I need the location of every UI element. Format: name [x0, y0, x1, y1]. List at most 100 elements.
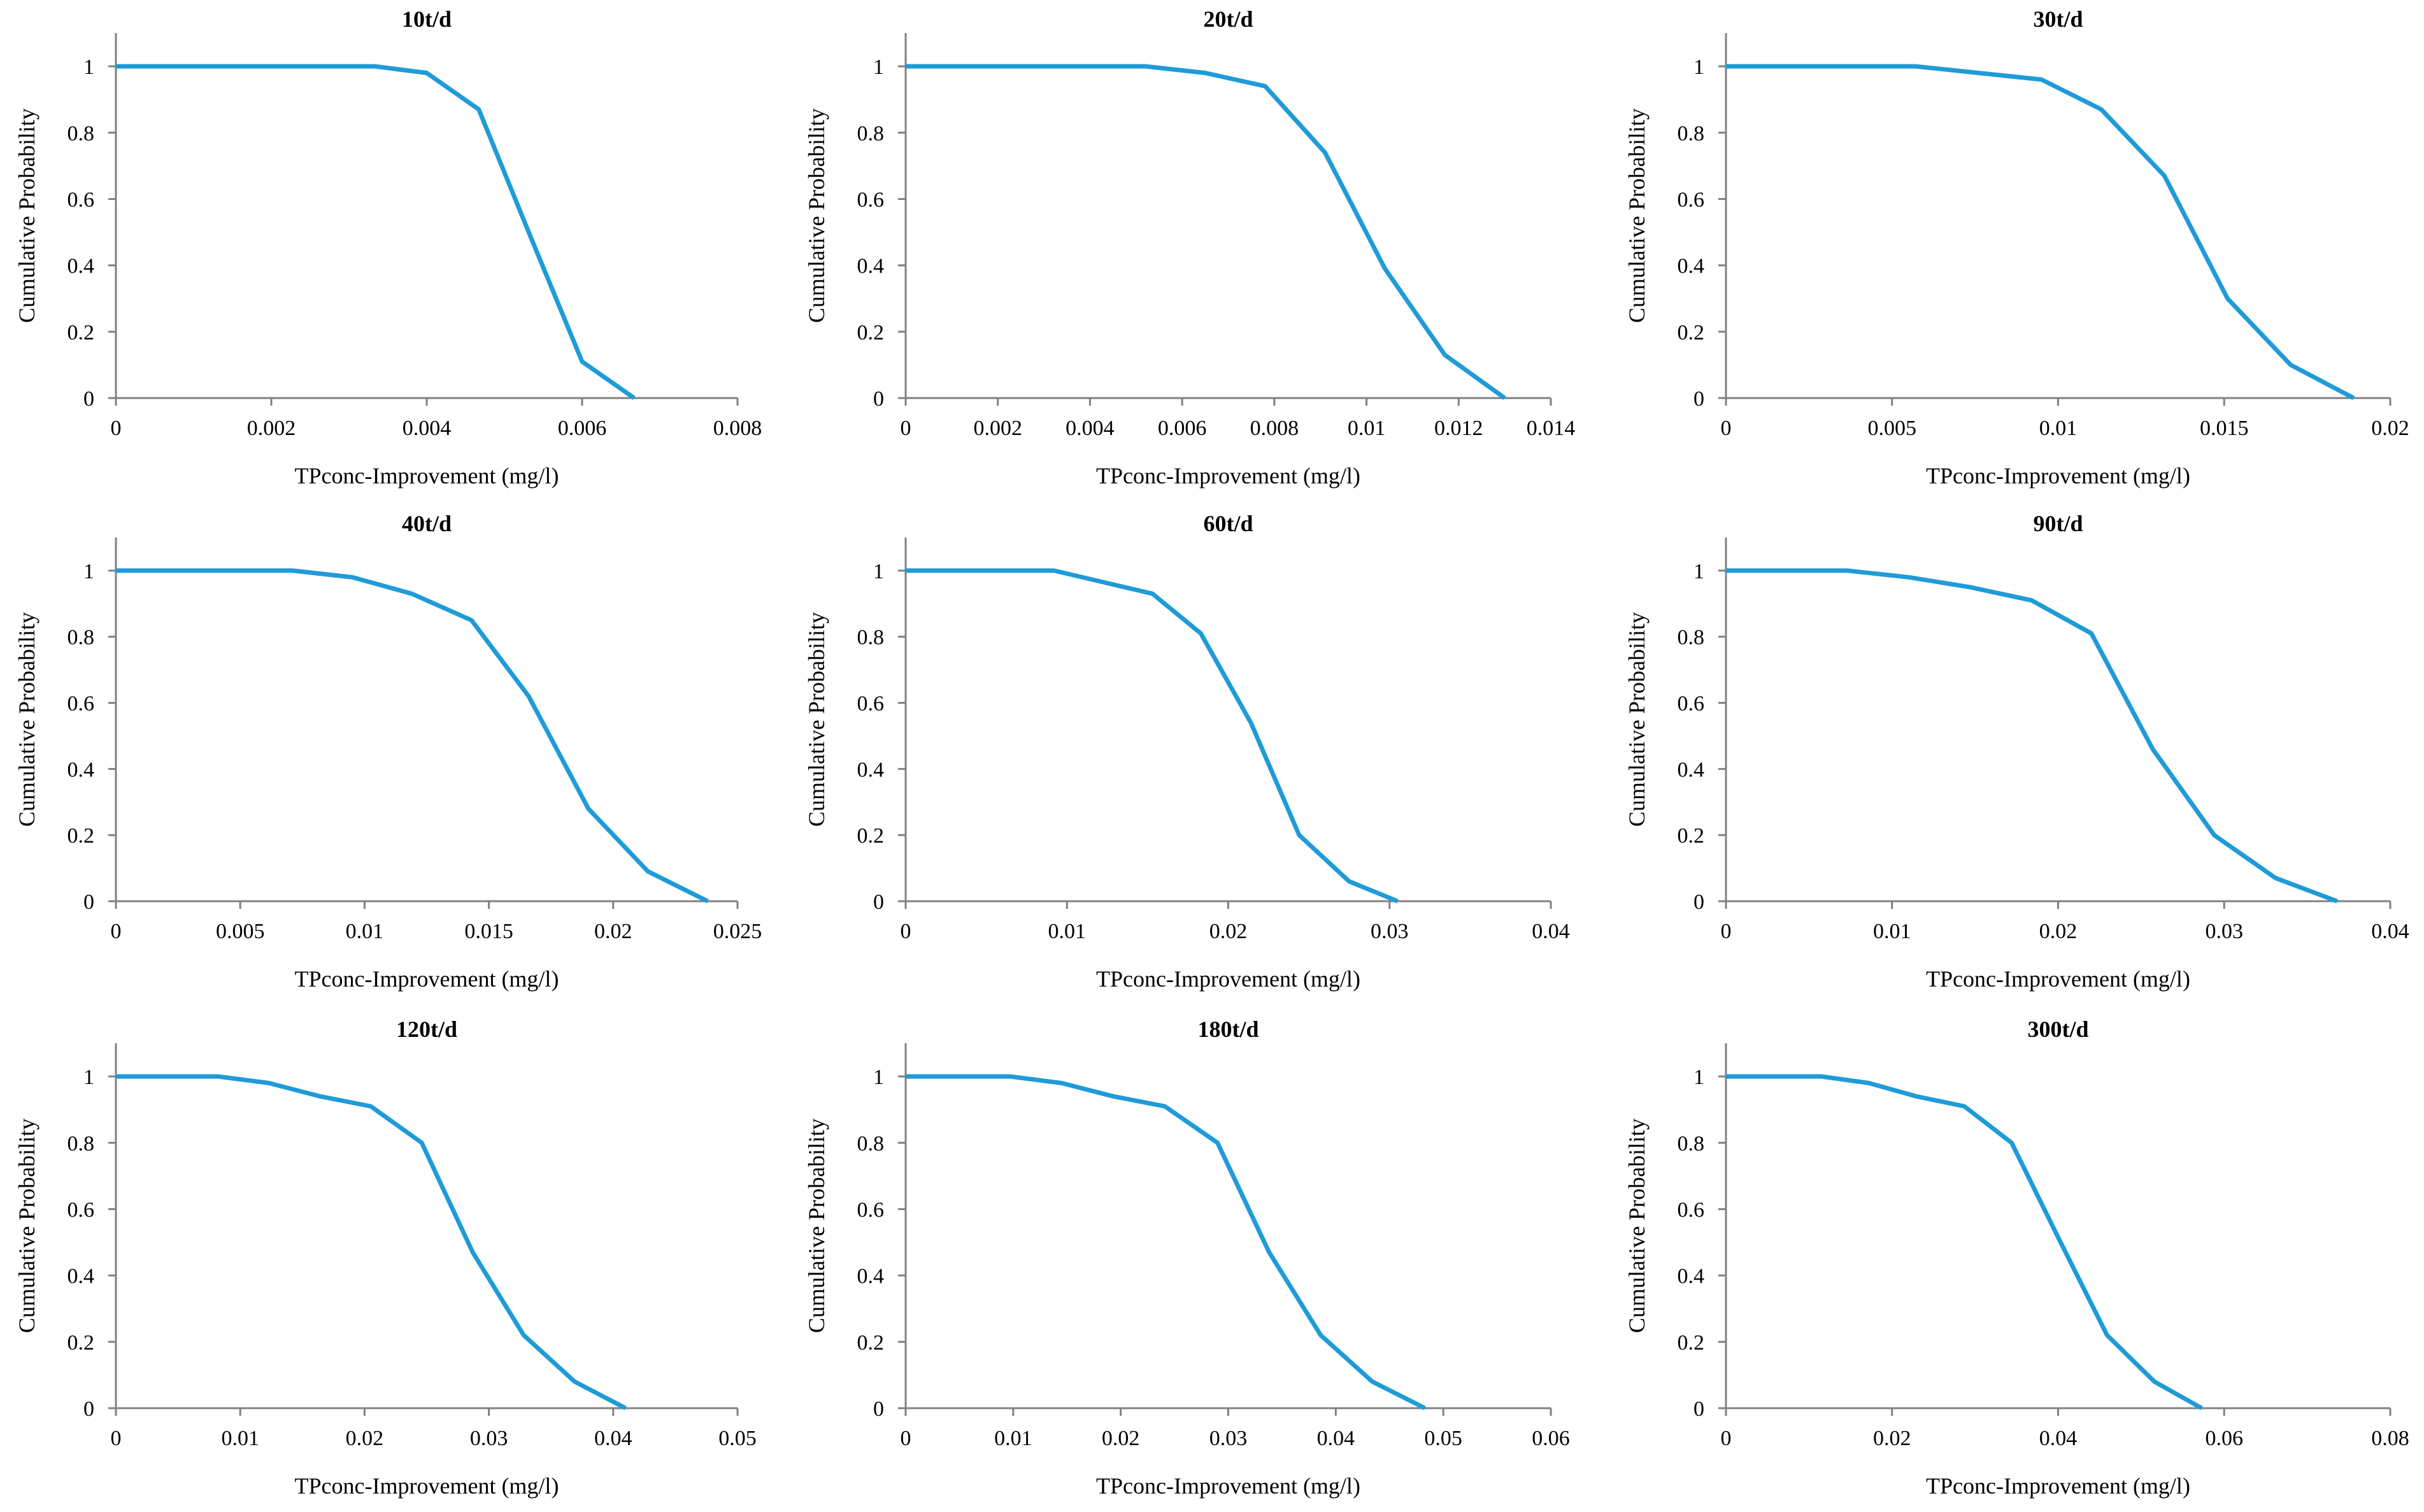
chart-panel-8: 300t/d 0 0.2 0.4 0.6 0.8 1 0 0.02 0.04 0.06 0.08 TPc… [1624, 1016, 2409, 1499]
x-tick-label: 0.06 [1532, 1427, 1570, 1450]
y-tick-label: 1 [1693, 55, 1704, 79]
x-tick-label: 0 [901, 1427, 911, 1450]
chart-panel-6: 120t/d 0 0.2 0.4 0.6 0.8 1 0 0.01 0.02 0.03 0.04 0.0… [14, 1016, 757, 1499]
y-tick-label: 0.8 [857, 626, 885, 650]
y-tick-label: 1 [1693, 1066, 1704, 1089]
x-tick-label: 0.008 [713, 417, 762, 440]
x-tick-label: 0.02 [1873, 1427, 1911, 1450]
y-tick-label: 0.8 [1678, 1132, 1705, 1155]
y-tick-label: 0.2 [857, 321, 885, 345]
y-tick-label: 0 [873, 1397, 884, 1421]
x-tick-label: 0 [1721, 417, 1732, 440]
y-tick-label: 0.6 [1678, 1198, 1705, 1222]
x-tick-label: 0.02 [346, 1427, 384, 1450]
x-tick-label: 0.08 [2371, 1427, 2409, 1450]
x-axis-label: TPconc-Improvement (mg/l) [1096, 463, 1360, 489]
x-tick-label: 0.06 [2206, 1427, 2244, 1450]
x-tick-label: 0.03 [470, 1427, 508, 1450]
chart-title: 20t/d [1203, 6, 1253, 32]
y-tick-label: 0.6 [68, 692, 95, 716]
y-tick-label: 0.2 [857, 1331, 885, 1355]
y-tick-label: 0.2 [68, 824, 95, 848]
y-tick-label: 0.6 [857, 188, 885, 211]
x-tick-label: 0.03 [1209, 1427, 1248, 1450]
y-tick-label: 0.2 [1678, 321, 1705, 345]
y-axis-label: Cumulative Probability [1624, 108, 1650, 323]
series-line-30t/d [1726, 64, 2355, 401]
x-tick-label: 0.01 [994, 1427, 1032, 1450]
chart-title: 90t/d [2033, 511, 2083, 536]
x-tick-label: 0.006 [1158, 417, 1207, 440]
series-line-180t/d [906, 1074, 1427, 1411]
chart-title: 300t/d [2027, 1016, 2088, 1042]
x-tick-label: 0.004 [1066, 417, 1115, 440]
series-line-90t/d [1726, 568, 2338, 904]
y-tick-label: 0.6 [1678, 188, 1705, 211]
y-tick-label: 0.8 [857, 1132, 885, 1155]
chart-panel-0: 10t/d 0 0.2 0.4 0.6 0.8 1 0 0.002 0.004 0.006 0.008… [14, 6, 762, 489]
y-axis-label: Cumulative Probability [1624, 612, 1650, 827]
chart-panel-1: 20t/d 0 0.2 0.4 0.6 0.8 1 0 0.002 0.004 0.006 0.008… [804, 6, 1575, 489]
y-tick-label: 0.6 [857, 692, 885, 716]
x-tick-label: 0.02 [1102, 1427, 1140, 1450]
chart-panel-7: 180t/d 0 0.2 0.4 0.6 0.8 1 0 0.01 0.02 0.03 0.04 0.0… [804, 1016, 1570, 1499]
y-tick-label: 1 [873, 560, 884, 583]
y-axis-label: Cumulative Probability [804, 108, 829, 323]
y-tick-label: 0.4 [1678, 758, 1705, 781]
y-tick-label: 1 [83, 560, 94, 583]
x-tick-label: 0.04 [1532, 920, 1570, 943]
y-tick-label: 0.8 [1678, 626, 1705, 650]
y-tick-label: 0.8 [1678, 122, 1705, 145]
x-axis-label: TPconc-Improvement (mg/l) [1096, 1473, 1360, 1499]
chart-title: 30t/d [2033, 6, 2083, 32]
y-tick-label: 1 [1693, 560, 1704, 583]
x-tick-label: 0.015 [464, 920, 513, 943]
series-line-10t/d [116, 64, 636, 400]
x-tick-label: 0.05 [718, 1427, 757, 1450]
chart-panel-4: 60t/d 0 0.2 0.4 0.6 0.8 1 0 0.01 0.02 0.03 0.04 TPco… [804, 511, 1570, 992]
chart-panel-5: 90t/d 0 0.2 0.4 0.6 0.8 1 0 0.01 0.02 0.03 0.04 TPco… [1624, 511, 2409, 992]
y-axis-label: Cumulative Probability [14, 612, 39, 827]
y-axis-label: Cumulative Probability [804, 1118, 829, 1333]
y-tick-label: 0.8 [857, 122, 885, 145]
y-tick-label: 0 [83, 1397, 94, 1421]
series-line-20t/d [906, 64, 1506, 400]
x-tick-label: 0.01 [1048, 920, 1087, 943]
chart-panel-2: 30t/d 0 0.2 0.4 0.6 0.8 1 0 0.005 0.01 0.015 0.02 TP… [1624, 6, 2409, 489]
y-tick-label: 0.2 [1678, 1331, 1705, 1355]
x-tick-label: 0.025 [713, 920, 762, 943]
y-tick-label: 0 [873, 890, 884, 914]
x-axis-label: TPconc-Improvement (mg/l) [1926, 966, 2190, 992]
x-tick-label: 0 [1721, 920, 1732, 943]
y-tick-label: 0 [83, 387, 94, 411]
y-tick-label: 0.4 [1678, 255, 1705, 278]
y-tick-label: 0.4 [68, 255, 95, 278]
x-tick-label: 0 [111, 417, 122, 440]
x-tick-label: 0.002 [247, 417, 296, 440]
x-tick-label: 0.03 [2206, 920, 2244, 943]
x-tick-label: 0.02 [2371, 417, 2409, 440]
x-tick-label: 0.01 [221, 1427, 259, 1450]
x-tick-label: 0.04 [1317, 1427, 1355, 1450]
x-tick-label: 0.04 [2371, 920, 2409, 943]
x-tick-label: 0 [1721, 1427, 1732, 1450]
y-tick-label: 0.4 [68, 1265, 95, 1288]
chart-title: 120t/d [396, 1016, 457, 1042]
x-tick-label: 0 [111, 920, 122, 943]
x-tick-label: 0 [901, 417, 911, 440]
x-axis-label: TPconc-Improvement (mg/l) [1096, 966, 1360, 992]
y-axis-label: Cumulative Probability [1624, 1118, 1650, 1333]
y-tick-label: 1 [873, 1066, 884, 1089]
y-tick-label: 0.4 [68, 758, 95, 781]
x-tick-label: 0.006 [558, 417, 607, 440]
y-tick-label: 0 [873, 387, 884, 411]
y-axis-label: Cumulative Probability [14, 1118, 39, 1333]
y-axis-label: Cumulative Probability [14, 108, 39, 323]
x-tick-label: 0.002 [973, 417, 1022, 440]
x-tick-label: 0.01 [1348, 417, 1386, 440]
x-axis-label: TPconc-Improvement (mg/l) [295, 1473, 559, 1499]
y-tick-label: 1 [83, 1066, 94, 1089]
y-tick-label: 0.4 [857, 1265, 885, 1288]
x-axis-label: TPconc-Improvement (mg/l) [295, 463, 559, 489]
